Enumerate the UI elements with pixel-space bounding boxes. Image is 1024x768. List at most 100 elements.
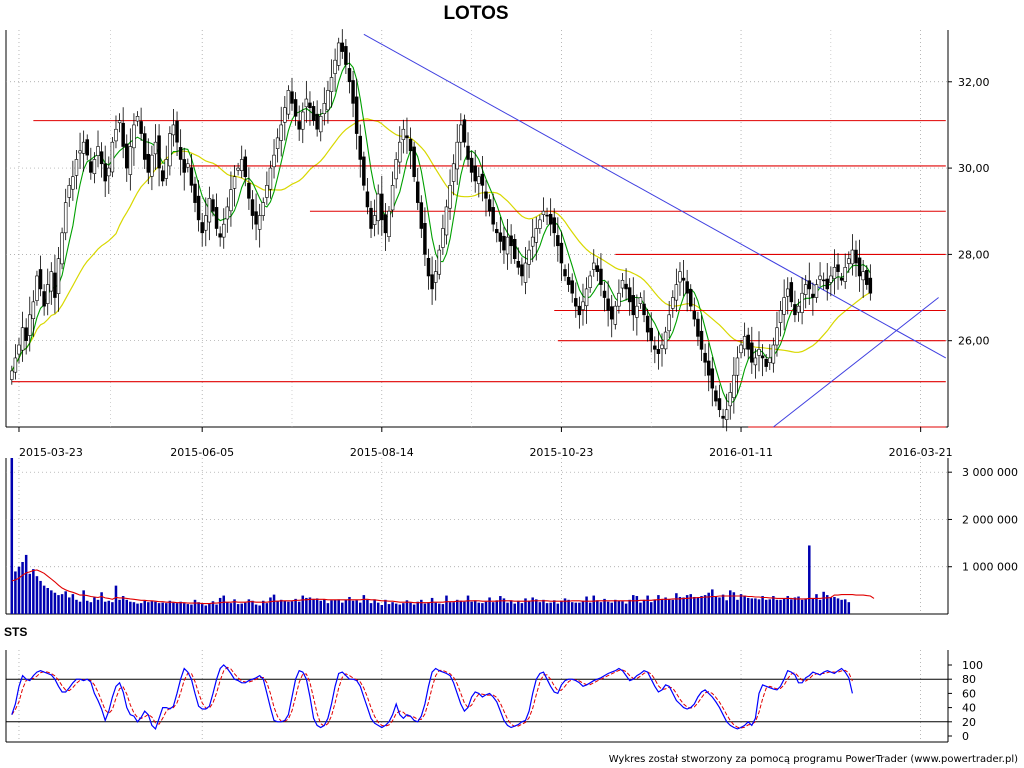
volume-bar (757, 599, 761, 614)
candle-body (642, 303, 646, 316)
volume-bar (671, 599, 675, 614)
candle (635, 294, 639, 336)
volume-bar (560, 600, 563, 614)
candle (441, 214, 445, 255)
volume-bar (764, 599, 768, 614)
volume-bar (39, 580, 42, 614)
volume-bar (772, 596, 775, 614)
candle-body (175, 120, 179, 143)
candle-body (541, 210, 546, 215)
volume-bar (229, 603, 233, 614)
volume-bar (420, 599, 423, 614)
candle (301, 102, 305, 144)
candle (803, 275, 808, 309)
candle-body (135, 116, 140, 122)
volume-bar (635, 596, 639, 614)
volume-bar (632, 595, 635, 614)
volume-bar (599, 602, 603, 614)
candle (74, 149, 79, 190)
candle (735, 346, 740, 394)
candle (387, 206, 391, 242)
candle (31, 290, 36, 337)
candle-body (196, 195, 201, 221)
candle-body (390, 185, 395, 211)
volume-bar (161, 602, 164, 614)
candle-body (99, 151, 104, 165)
volume-bar (21, 562, 24, 614)
candle (857, 239, 862, 292)
candle-body (653, 345, 657, 350)
volume-bar (617, 600, 621, 614)
candle (139, 107, 143, 141)
volume-bar (366, 599, 369, 614)
candle-body (832, 267, 837, 279)
candle-body (599, 268, 603, 285)
candle-body (211, 199, 215, 212)
candle (595, 258, 600, 282)
candle-body (268, 167, 273, 190)
candle-body (552, 217, 556, 234)
candle (17, 337, 21, 364)
candle (107, 156, 111, 194)
volume-bar (430, 597, 434, 614)
candle (850, 234, 855, 276)
candle-body (236, 167, 240, 171)
candle (437, 244, 442, 280)
candle-body (491, 207, 495, 225)
volume-bar (283, 600, 287, 614)
candle-body (462, 119, 467, 143)
volume-bar (804, 598, 807, 614)
sts-ytick-label-0: 0 (962, 730, 969, 743)
candle (459, 113, 463, 161)
candle (96, 130, 100, 168)
candle (200, 212, 204, 247)
candle-body (336, 42, 341, 66)
candle-body (534, 228, 539, 243)
volume-bar (833, 596, 836, 614)
candle-body (13, 357, 18, 373)
candle-body (38, 269, 43, 290)
candle (394, 152, 398, 189)
candle-body (81, 141, 86, 154)
volume-bar (348, 596, 351, 614)
volume-bar (624, 603, 628, 614)
candle-body (480, 173, 485, 186)
candle-body (304, 98, 309, 108)
candle-body (369, 207, 373, 229)
candle (168, 126, 172, 176)
candle-body (107, 167, 111, 177)
volume-bar (761, 596, 764, 614)
candle-body (520, 264, 524, 277)
candle-body (771, 344, 776, 364)
volume-bar (797, 596, 800, 614)
footer-credit: Wykres został stworzony za pomocą progra… (609, 754, 1018, 765)
volume-bar (319, 600, 322, 614)
volume-bar (46, 588, 49, 614)
xtick-label-0: 2015-03-23 (19, 446, 83, 459)
candle (653, 336, 657, 364)
candle-body (408, 138, 413, 152)
candle (401, 119, 406, 154)
volume-bar (657, 595, 660, 614)
candle-body (674, 284, 679, 301)
candle-body (523, 262, 528, 283)
candle-body (699, 330, 704, 350)
candle-body (329, 77, 334, 93)
volume-bar (800, 599, 804, 614)
candle-body (764, 358, 768, 367)
volume-bar (294, 598, 297, 614)
candle-body (132, 124, 136, 149)
candle (645, 308, 650, 342)
candle-body (372, 215, 377, 225)
candle-body (426, 257, 431, 277)
volume-bar (811, 598, 815, 614)
candle (257, 203, 262, 248)
candle (656, 331, 661, 370)
candle-body (272, 154, 276, 168)
volume-bar (32, 569, 35, 614)
volume-bar (326, 603, 330, 614)
candle (609, 294, 614, 338)
volume-bar (323, 599, 326, 614)
volume-bar (703, 595, 707, 614)
candle (509, 224, 513, 264)
